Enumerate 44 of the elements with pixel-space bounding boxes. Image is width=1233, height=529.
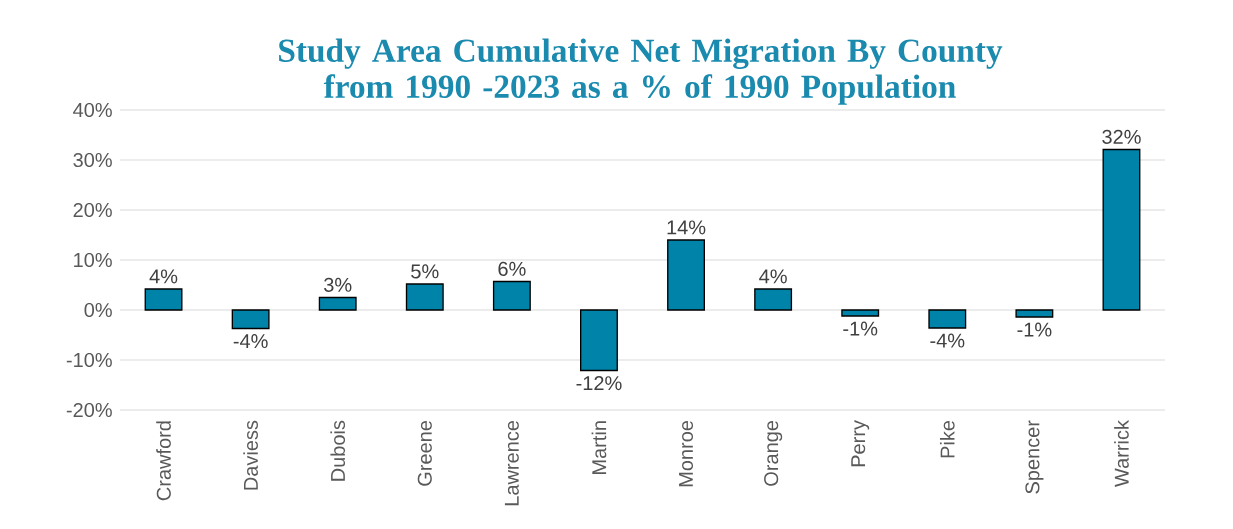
x-tick-label: Crawford [156, 421, 171, 501]
x-tick-label: Warrick [1114, 420, 1129, 487]
x-tick-label: Martin [591, 421, 607, 474]
x-tick-label: Greene [417, 420, 432, 486]
data-label: 14% [667, 220, 706, 235]
bar [754, 288, 793, 311]
x-tick-label: Lawrence [504, 420, 519, 506]
bar [492, 280, 531, 311]
data-label: -1% [1017, 322, 1052, 337]
data-label: 4% [759, 269, 787, 284]
bar [231, 309, 270, 330]
y-tick-label: -10% [66, 352, 112, 368]
x-tick-label: Daviess [243, 420, 258, 490]
bar [144, 288, 183, 311]
data-label: -4% [233, 334, 268, 349]
data-label: 3% [324, 277, 352, 292]
data-label: 6% [498, 261, 526, 276]
bar [1102, 148, 1141, 311]
x-tick-label: Dubois [330, 420, 346, 481]
data-label: -12% [576, 376, 622, 391]
data-label: 32% [1102, 129, 1141, 144]
bar [928, 309, 967, 329]
bar [580, 309, 618, 372]
x-tick-label: Orange [764, 420, 783, 486]
y-tick-label: 30% [73, 152, 112, 168]
y-tick-label: -20% [66, 402, 112, 418]
x-tick-label: Spencer [1025, 420, 1044, 494]
data-label: -4% [930, 333, 965, 348]
y-tick-label: 10% [74, 252, 112, 268]
bar [318, 296, 357, 311]
data-label: -1% [843, 321, 878, 336]
x-tick-label: Monroe [679, 420, 694, 487]
x-tick-label: Pike [939, 420, 955, 458]
bar [1015, 309, 1054, 318]
y-tick-label: 0% [84, 302, 112, 318]
data-label: 5% [411, 264, 439, 279]
x-tick-label: Perry [851, 420, 870, 467]
bar [405, 283, 444, 311]
chart-title: Study Area Cumulative Net Migration By County from 1990 -2023 as a % of 1990 Population [279, 38, 1003, 105]
data-label: 4% [149, 269, 178, 284]
y-tick-label: 40% [73, 102, 112, 118]
bar [841, 309, 880, 317]
y-tick-label: 20% [73, 202, 112, 218]
bar [667, 239, 705, 311]
